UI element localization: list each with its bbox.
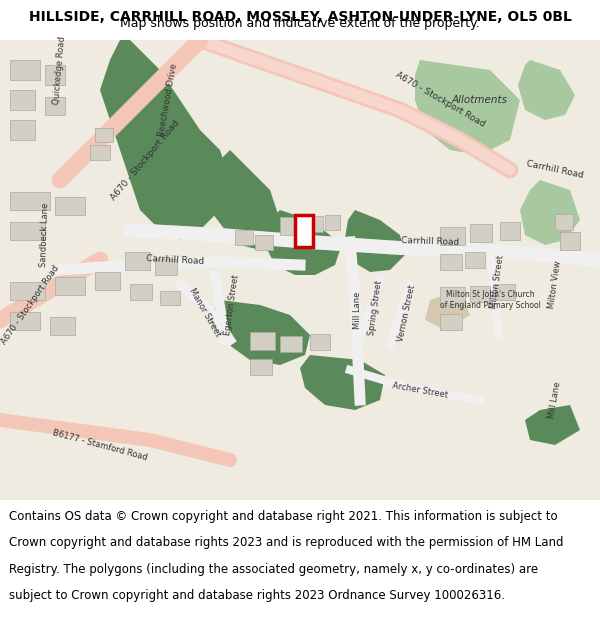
- Text: Map shows position and indicative extent of the property.: Map shows position and indicative extent…: [120, 17, 480, 30]
- Bar: [10, 282, 45, 300]
- Bar: [440, 287, 465, 305]
- Bar: [295, 215, 313, 247]
- Bar: [495, 284, 515, 300]
- Polygon shape: [210, 300, 310, 365]
- Bar: [95, 272, 120, 290]
- Text: Mill Lane: Mill Lane: [547, 381, 563, 419]
- Bar: [10, 222, 45, 240]
- Polygon shape: [210, 150, 280, 250]
- Bar: [160, 291, 180, 305]
- Text: Registry. The polygons (including the associated geometry, namely x, y co-ordina: Registry. The polygons (including the as…: [9, 562, 538, 576]
- Bar: [325, 215, 340, 230]
- Text: Allotments: Allotments: [452, 95, 508, 105]
- Bar: [305, 216, 323, 232]
- Bar: [10, 120, 35, 140]
- Text: Contains OS data © Crown copyright and database right 2021. This information is : Contains OS data © Crown copyright and d…: [9, 510, 557, 523]
- Bar: [470, 224, 492, 242]
- Text: Mill Lane: Mill Lane: [353, 291, 362, 329]
- Text: A670 - Stockport Road: A670 - Stockport Road: [394, 71, 486, 129]
- Bar: [440, 227, 465, 245]
- Bar: [50, 317, 75, 335]
- Bar: [280, 217, 300, 235]
- Bar: [10, 312, 40, 330]
- Text: Manor Street: Manor Street: [187, 286, 223, 338]
- Text: Milton View: Milton View: [547, 261, 563, 309]
- Text: subject to Crown copyright and database rights 2023 Ordnance Survey 100026316.: subject to Crown copyright and database …: [9, 589, 505, 602]
- Bar: [560, 232, 580, 250]
- Bar: [250, 359, 272, 375]
- Polygon shape: [518, 60, 575, 120]
- Polygon shape: [520, 180, 580, 245]
- Bar: [465, 252, 485, 268]
- Bar: [250, 332, 275, 350]
- Text: Carrhill Road: Carrhill Road: [146, 254, 204, 266]
- Bar: [95, 128, 113, 142]
- Text: Crown copyright and database rights 2023 and is reproduced with the permission o: Crown copyright and database rights 2023…: [9, 536, 563, 549]
- Polygon shape: [265, 210, 340, 275]
- Text: A670 - Stockport Road: A670 - Stockport Road: [109, 118, 181, 202]
- Bar: [55, 277, 85, 295]
- Text: Carrhill Road: Carrhill Road: [401, 236, 459, 248]
- Polygon shape: [345, 210, 405, 272]
- Text: Carrhill Road: Carrhill Road: [526, 159, 584, 181]
- Polygon shape: [100, 40, 230, 240]
- Bar: [10, 90, 35, 110]
- Text: Milton St John's Church
of England Primary School: Milton St John's Church of England Prima…: [440, 290, 541, 310]
- Polygon shape: [525, 405, 580, 445]
- Text: Spring Street: Spring Street: [367, 280, 383, 336]
- Bar: [440, 314, 462, 330]
- Bar: [45, 65, 65, 85]
- Text: Egerton Street: Egerton Street: [223, 274, 241, 336]
- Text: Beechwood Drive: Beechwood Drive: [157, 62, 179, 138]
- Bar: [130, 284, 152, 300]
- Bar: [280, 336, 302, 352]
- Bar: [125, 252, 150, 270]
- Bar: [10, 60, 40, 80]
- Text: A670 - Stockport Road: A670 - Stockport Road: [0, 264, 61, 346]
- Text: Quickedge Road: Quickedge Road: [53, 36, 67, 104]
- Text: Archer Street: Archer Street: [392, 381, 448, 399]
- Bar: [310, 334, 330, 350]
- Bar: [440, 254, 462, 270]
- Polygon shape: [415, 60, 520, 155]
- Bar: [500, 222, 520, 240]
- Bar: [155, 259, 177, 275]
- Bar: [235, 230, 253, 245]
- Bar: [45, 97, 65, 115]
- Text: HILLSIDE, CARRHILL ROAD, MOSSLEY, ASHTON-UNDER-LYNE, OL5 0BL: HILLSIDE, CARRHILL ROAD, MOSSLEY, ASHTON…: [29, 10, 571, 24]
- Polygon shape: [300, 355, 385, 410]
- Bar: [255, 235, 273, 250]
- Bar: [90, 145, 110, 160]
- Bar: [55, 197, 85, 215]
- Text: Milton Street: Milton Street: [489, 254, 505, 309]
- Polygon shape: [425, 290, 470, 330]
- Bar: [10, 192, 50, 210]
- Text: Vernon Street: Vernon Street: [397, 284, 418, 342]
- Bar: [470, 286, 490, 302]
- Text: Sandbeck Lane: Sandbeck Lane: [40, 202, 50, 268]
- Bar: [555, 214, 573, 230]
- Text: B6177 - Stamford Road: B6177 - Stamford Road: [52, 428, 148, 462]
